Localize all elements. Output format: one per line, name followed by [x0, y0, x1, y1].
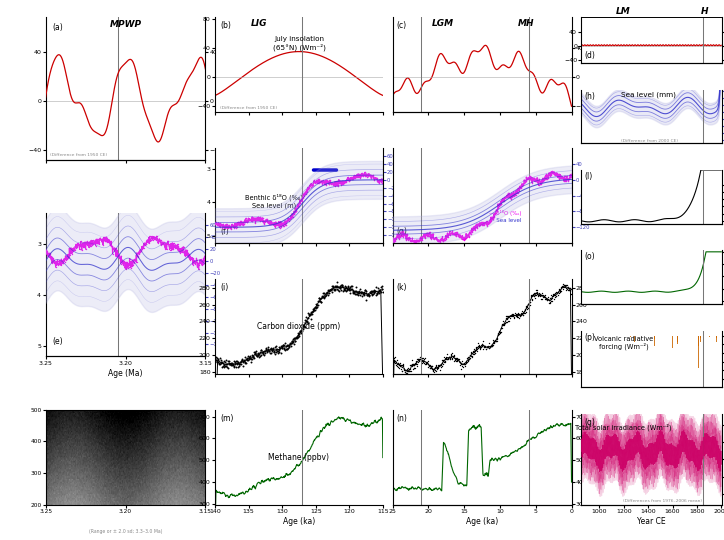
Text: July insolation
(65°N) (Wm⁻²): July insolation (65°N) (Wm⁻²): [272, 36, 325, 51]
Text: Benthic δ¹⁸O (‰)
Sea level (m): Benthic δ¹⁸O (‰) Sea level (m): [245, 193, 303, 208]
Text: Sea level (mm): Sea level (mm): [620, 91, 675, 98]
Text: — δ¹⁸O (‰): — δ¹⁸O (‰): [489, 210, 522, 215]
Text: (i): (i): [220, 283, 228, 292]
Text: (Difference from 1950 CE): (Difference from 1950 CE): [220, 106, 277, 110]
Text: (e): (e): [52, 338, 63, 346]
Text: (d): (d): [584, 51, 595, 60]
Text: MH: MH: [518, 19, 534, 28]
Text: (g): (g): [396, 227, 407, 237]
X-axis label: Age (ka): Age (ka): [466, 517, 498, 526]
Text: (n): (n): [396, 414, 407, 423]
X-axis label: Year CE: Year CE: [637, 517, 666, 526]
Text: MPWP: MPWP: [109, 20, 142, 29]
Text: (h): (h): [584, 92, 595, 101]
Text: — Sea level: — Sea level: [489, 218, 521, 223]
Text: (k): (k): [396, 283, 407, 292]
X-axis label: Age (Ma): Age (Ma): [109, 369, 143, 377]
X-axis label: Age (ka): Age (ka): [283, 517, 315, 526]
Text: (Differences from 1976–2006 mean): (Differences from 1976–2006 mean): [623, 499, 702, 503]
Text: (c): (c): [396, 21, 406, 30]
Text: LM: LM: [616, 6, 631, 16]
Text: (q): (q): [584, 418, 595, 427]
Text: Volcanic radiative
forcing (Wm⁻²): Volcanic radiative forcing (Wm⁻²): [594, 335, 653, 350]
Text: (a): (a): [52, 23, 63, 32]
Text: LGM: LGM: [432, 19, 454, 28]
Text: (p): (p): [584, 333, 595, 342]
Text: (m): (m): [220, 414, 234, 423]
Text: H: H: [702, 6, 709, 16]
Text: (Range or ± 2.0 sd; 3.3–3.0 Ma): (Range or ± 2.0 sd; 3.3–3.0 Ma): [89, 530, 162, 535]
Text: LIG: LIG: [251, 19, 267, 28]
Text: (l): (l): [584, 172, 592, 181]
Text: Carbon dioxide (ppm): Carbon dioxide (ppm): [257, 322, 340, 331]
Text: Methane (ppbv): Methane (ppbv): [269, 453, 329, 462]
Text: (o): (o): [584, 252, 594, 261]
Text: (Difference from 1950 CE): (Difference from 1950 CE): [51, 153, 108, 157]
Text: (b): (b): [220, 21, 231, 30]
Text: (f): (f): [220, 227, 229, 237]
Text: Total solar irradiance (Wm⁻²): Total solar irradiance (Wm⁻²): [575, 423, 672, 431]
Text: (Difference from 2000 CE): (Difference from 2000 CE): [620, 139, 678, 143]
